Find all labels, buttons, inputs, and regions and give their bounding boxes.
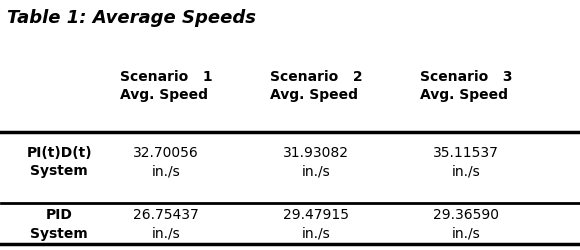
Text: Scenario   3
Avg. Speed: Scenario 3 Avg. Speed [420, 70, 512, 102]
Text: 35.11537
in./s: 35.11537 in./s [433, 146, 499, 178]
Text: Table 1: Average Speeds: Table 1: Average Speeds [7, 9, 256, 27]
Text: 29.36590
in./s: 29.36590 in./s [433, 208, 499, 240]
Text: 29.47915
in./s: 29.47915 in./s [283, 208, 349, 240]
Text: 32.70056
in./s: 32.70056 in./s [133, 146, 199, 178]
Text: 31.93082
in./s: 31.93082 in./s [283, 146, 349, 178]
Text: 26.75437
in./s: 26.75437 in./s [133, 208, 199, 240]
Text: PID
System: PID System [30, 208, 88, 240]
Text: PI(t)D(t)
System: PI(t)D(t) System [26, 146, 92, 178]
Text: Scenario   1
Avg. Speed: Scenario 1 Avg. Speed [119, 70, 212, 102]
Text: Scenario   2
Avg. Speed: Scenario 2 Avg. Speed [270, 70, 362, 102]
